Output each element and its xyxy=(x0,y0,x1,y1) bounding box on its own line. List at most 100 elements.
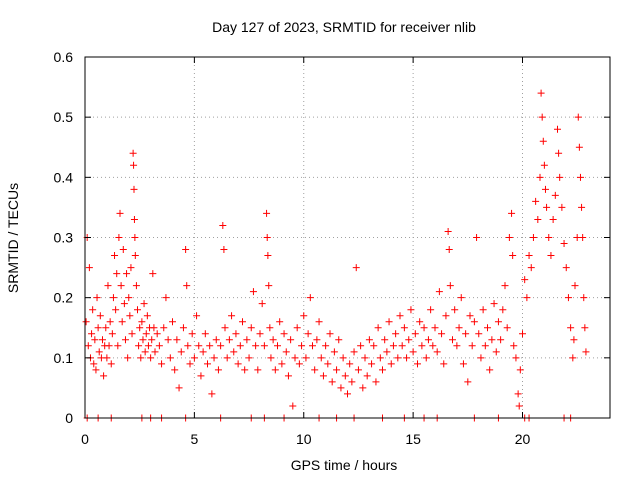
data-point xyxy=(123,270,131,278)
data-point xyxy=(160,324,168,332)
data-point xyxy=(149,270,157,278)
data-point xyxy=(169,318,176,326)
data-point xyxy=(328,378,336,386)
data-point xyxy=(195,342,203,350)
data-point xyxy=(300,312,308,320)
data-point xyxy=(212,336,220,344)
data-point xyxy=(389,342,397,350)
data-point xyxy=(543,203,551,211)
data-point xyxy=(368,360,376,368)
data-point xyxy=(220,246,228,254)
data-point xyxy=(374,324,382,332)
data-point xyxy=(104,282,112,290)
axis-ticks xyxy=(84,56,610,419)
data-point xyxy=(324,360,332,368)
data-point xyxy=(560,240,568,248)
data-point xyxy=(249,288,257,296)
y-axis-label: SRMTID / TECUs xyxy=(5,183,21,293)
data-point xyxy=(134,306,141,314)
data-point xyxy=(333,366,341,374)
data-point xyxy=(551,191,559,199)
data-point xyxy=(113,270,121,278)
data-point xyxy=(102,324,110,332)
data-point xyxy=(494,318,502,326)
data-point xyxy=(131,234,139,241)
y-tick-label: 0.2 xyxy=(54,290,74,306)
y-tick-label: 0 xyxy=(65,410,73,426)
data-point xyxy=(267,354,275,362)
data-point xyxy=(155,342,163,350)
data-point xyxy=(179,324,187,332)
data-point xyxy=(111,252,119,260)
data-point xyxy=(335,336,343,344)
data-point xyxy=(228,312,236,320)
data-point xyxy=(556,173,564,181)
data-point xyxy=(527,264,535,272)
data-point xyxy=(263,209,271,217)
data-point xyxy=(344,390,351,398)
data-point xyxy=(265,282,273,290)
data-point xyxy=(137,354,145,362)
data-point xyxy=(88,330,96,338)
data-point xyxy=(271,366,279,374)
data-point xyxy=(579,234,587,241)
data-point xyxy=(232,330,240,338)
data-point xyxy=(420,324,428,332)
data-point xyxy=(319,372,327,380)
data-point xyxy=(103,354,111,362)
data-point xyxy=(247,324,255,332)
data-point xyxy=(512,354,520,362)
data-point xyxy=(139,336,147,344)
data-point xyxy=(94,324,102,332)
data-point xyxy=(256,330,264,338)
y-tick-label: 0.6 xyxy=(54,49,74,65)
data-point xyxy=(243,336,251,344)
data-point xyxy=(90,360,98,368)
data-point xyxy=(95,348,103,356)
data-point xyxy=(416,318,424,326)
data-point xyxy=(453,342,461,350)
data-point xyxy=(326,330,334,338)
data-point xyxy=(151,348,159,356)
data-point xyxy=(112,306,120,314)
data-point xyxy=(532,197,540,205)
data-point xyxy=(459,360,467,368)
data-point xyxy=(376,354,384,362)
data-point xyxy=(381,336,389,344)
data-point xyxy=(124,354,132,362)
data-point xyxy=(258,300,266,308)
data-point xyxy=(89,306,97,314)
data-point xyxy=(569,354,577,362)
data-point xyxy=(125,294,133,302)
data-point xyxy=(580,294,588,302)
data-point xyxy=(114,342,122,350)
data-point xyxy=(370,342,378,350)
data-point xyxy=(263,234,271,241)
data-point xyxy=(519,330,526,338)
data-point xyxy=(199,348,207,356)
data-point xyxy=(468,342,476,350)
data-point xyxy=(298,342,306,350)
data-point xyxy=(451,306,459,314)
data-point xyxy=(440,360,448,368)
data-point xyxy=(315,318,323,326)
data-point xyxy=(236,342,244,350)
data-point xyxy=(142,330,150,338)
data-point xyxy=(234,360,242,368)
data-point xyxy=(431,324,439,332)
data-point xyxy=(120,300,128,308)
y-tick-label: 0.3 xyxy=(54,230,74,246)
data-point xyxy=(153,330,161,338)
data-point xyxy=(84,342,92,350)
data-point xyxy=(221,324,229,332)
data-point xyxy=(578,203,586,211)
data-point xyxy=(208,390,216,398)
data-point xyxy=(529,234,537,241)
data-point xyxy=(274,342,281,350)
data-point xyxy=(138,318,146,326)
data-point xyxy=(306,294,314,302)
data-point xyxy=(462,330,470,338)
data-point xyxy=(91,336,99,344)
data-point xyxy=(539,137,547,145)
